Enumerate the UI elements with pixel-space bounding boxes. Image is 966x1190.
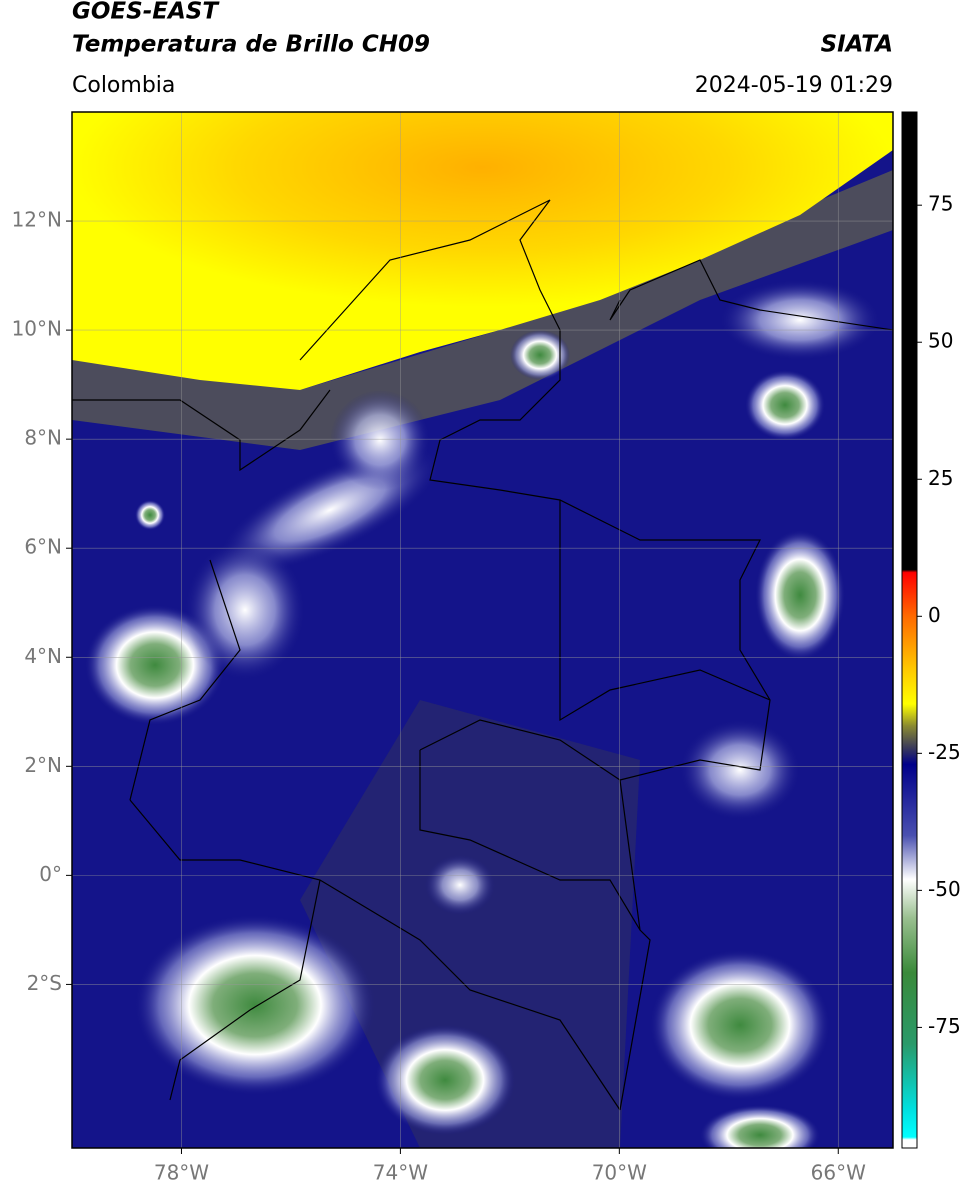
colorbar-tick-label: 75 — [928, 192, 953, 216]
colorbar-tick-label: 50 — [928, 329, 953, 353]
map-frame — [71, 111, 894, 1149]
source: SIATA — [821, 32, 893, 58]
colorbar-tick-label: -25 — [928, 740, 961, 764]
y-tick-label: 12°N — [12, 208, 62, 232]
datetime: 2024-05-19 01:29 — [695, 73, 893, 98]
y-tick-label: 0° — [39, 862, 62, 886]
x-tick-label: 78°W — [154, 1161, 209, 1185]
y-tick-label: 4°N — [24, 644, 62, 668]
colorbar-tick-label: 0 — [928, 603, 941, 627]
y-tick-label: 2°N — [24, 753, 62, 777]
subtitle: Temperatura de Brillo CH09 — [72, 32, 430, 58]
x-tick-label: 70°W — [592, 1161, 647, 1185]
satellite-image — [72, 112, 893, 1148]
x-tick-label: 74°W — [373, 1161, 428, 1185]
y-tick-label: 10°N — [12, 317, 62, 341]
colorbar-tick-label: 25 — [928, 466, 953, 490]
colorbar-tick-label: -50 — [928, 877, 961, 901]
colorbar-tick-label: -75 — [928, 1014, 961, 1038]
y-tick-label: 8°N — [24, 426, 62, 450]
colorbar — [901, 111, 918, 1149]
title: GOES-EAST — [72, 0, 220, 25]
y-tick-label: 6°N — [24, 535, 62, 559]
y-tick-label: 2°S — [27, 971, 62, 995]
region: Colombia — [72, 73, 175, 98]
x-tick-label: 66°W — [811, 1161, 866, 1185]
grid — [72, 112, 893, 1148]
